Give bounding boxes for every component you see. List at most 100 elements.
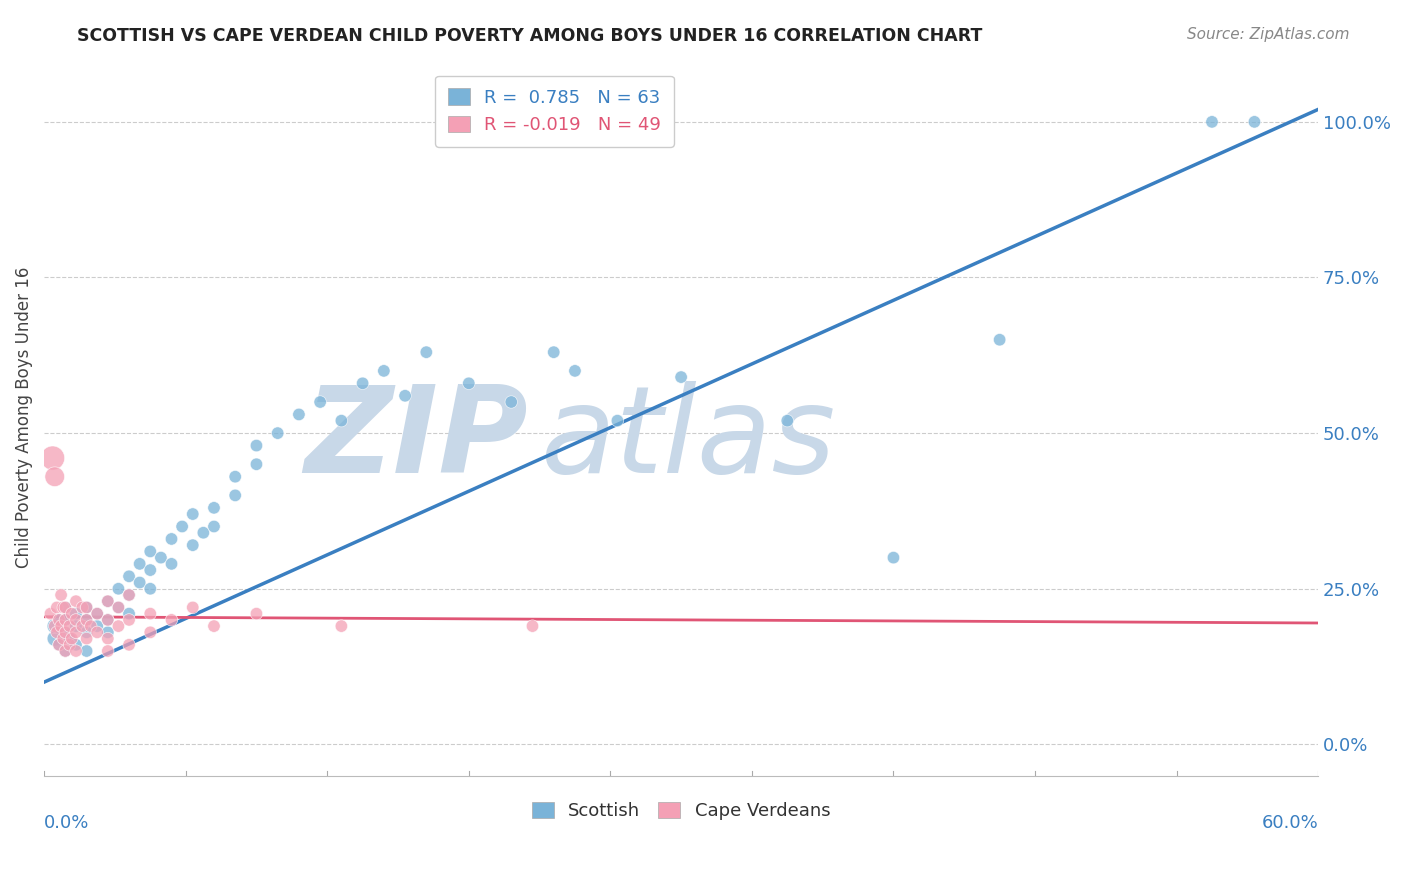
Point xyxy=(76,613,98,627)
Point xyxy=(60,632,83,646)
Point xyxy=(330,619,353,633)
Point xyxy=(160,613,183,627)
Point xyxy=(139,607,162,621)
Point xyxy=(86,607,108,621)
Point xyxy=(41,450,63,465)
Point xyxy=(245,457,267,471)
Point xyxy=(76,600,98,615)
Point xyxy=(501,395,523,409)
Point xyxy=(53,600,76,615)
Point xyxy=(139,544,162,558)
Text: ZIP: ZIP xyxy=(305,381,529,498)
Point xyxy=(118,588,141,602)
Point xyxy=(65,638,87,652)
Point xyxy=(118,588,141,602)
Point xyxy=(76,644,98,658)
Point xyxy=(606,414,628,428)
Point xyxy=(97,594,120,608)
Point xyxy=(202,619,225,633)
Point xyxy=(245,439,267,453)
Point xyxy=(76,600,98,615)
Text: atlas: atlas xyxy=(541,381,837,498)
Legend: Scottish, Cape Verdeans: Scottish, Cape Verdeans xyxy=(522,791,841,831)
Point xyxy=(352,376,374,391)
Point xyxy=(457,376,479,391)
Point xyxy=(39,607,62,621)
Point xyxy=(564,364,586,378)
Point xyxy=(65,625,87,640)
Point xyxy=(65,619,87,633)
Point xyxy=(669,370,692,384)
Point xyxy=(181,600,204,615)
Point xyxy=(266,426,288,441)
Point xyxy=(988,333,1011,347)
Point xyxy=(107,600,129,615)
Point xyxy=(48,613,70,627)
Point xyxy=(49,619,72,633)
Text: SCOTTISH VS CAPE VERDEAN CHILD POVERTY AMONG BOYS UNDER 16 CORRELATION CHART: SCOTTISH VS CAPE VERDEAN CHILD POVERTY A… xyxy=(77,27,983,45)
Point xyxy=(118,569,141,583)
Point xyxy=(48,613,70,627)
Point xyxy=(58,619,80,633)
Point xyxy=(139,582,162,596)
Point xyxy=(107,582,129,596)
Point xyxy=(522,619,544,633)
Point xyxy=(72,619,94,633)
Point xyxy=(394,389,416,403)
Point xyxy=(58,632,80,646)
Point xyxy=(118,638,141,652)
Point xyxy=(97,594,120,608)
Point xyxy=(86,625,108,640)
Point xyxy=(53,600,76,615)
Point xyxy=(330,414,353,428)
Point xyxy=(160,557,183,571)
Text: 60.0%: 60.0% xyxy=(1261,814,1319,832)
Point xyxy=(181,507,204,521)
Point xyxy=(97,625,120,640)
Point xyxy=(45,600,67,615)
Point xyxy=(181,538,204,552)
Point xyxy=(65,607,87,621)
Point xyxy=(52,600,75,615)
Point xyxy=(288,408,311,422)
Point xyxy=(1201,115,1223,129)
Point xyxy=(139,625,162,640)
Point xyxy=(309,395,332,409)
Point xyxy=(80,619,103,633)
Point xyxy=(52,632,75,646)
Point xyxy=(65,644,87,658)
Point xyxy=(53,625,76,640)
Point xyxy=(97,613,120,627)
Point xyxy=(97,632,120,646)
Point xyxy=(160,532,183,546)
Point xyxy=(53,613,76,627)
Point xyxy=(53,644,76,658)
Point xyxy=(128,575,150,590)
Point xyxy=(1243,115,1265,129)
Point xyxy=(65,594,87,608)
Point xyxy=(53,644,76,658)
Point xyxy=(118,607,141,621)
Point xyxy=(53,625,76,640)
Point xyxy=(543,345,565,359)
Point xyxy=(48,638,70,652)
Point xyxy=(76,632,98,646)
Point xyxy=(107,619,129,633)
Point xyxy=(76,613,98,627)
Point xyxy=(882,550,904,565)
Point xyxy=(86,619,108,633)
Point xyxy=(776,414,799,428)
Point xyxy=(58,638,80,652)
Point xyxy=(44,632,66,646)
Point xyxy=(245,607,267,621)
Point xyxy=(48,638,70,652)
Point xyxy=(118,613,141,627)
Point xyxy=(49,588,72,602)
Point xyxy=(202,519,225,533)
Point xyxy=(76,625,98,640)
Point xyxy=(193,525,215,540)
Point xyxy=(149,550,172,565)
Point xyxy=(53,613,76,627)
Point xyxy=(44,619,66,633)
Y-axis label: Child Poverty Among Boys Under 16: Child Poverty Among Boys Under 16 xyxy=(15,267,32,568)
